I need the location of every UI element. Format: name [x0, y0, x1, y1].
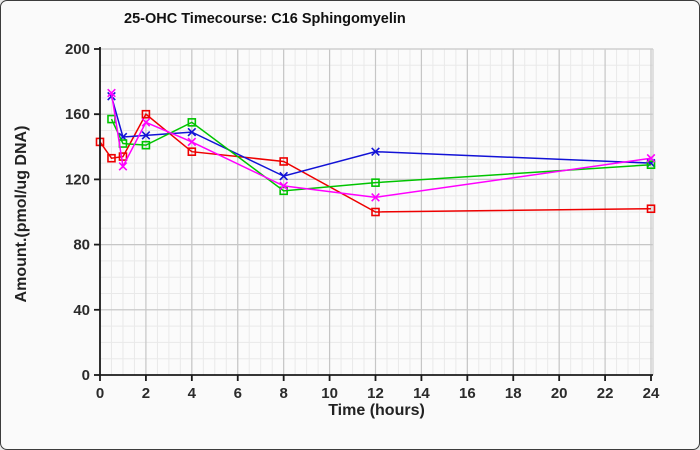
y-tick-label: 80: [73, 237, 90, 254]
x-tick-label: 16: [459, 385, 476, 402]
y-tick-label: 0: [82, 367, 90, 384]
marker-square-red-squares: [141, 109, 151, 119]
marker-square-green-squares: [279, 186, 288, 196]
chart-title: 25-OHC Timecourse: C16 Sphingomyelin: [124, 11, 406, 27]
x-tick-label: 24: [643, 385, 660, 402]
x-tick-label: 10: [321, 385, 338, 402]
x-tick-label: 0: [96, 385, 104, 402]
marker-square-green-squares: [187, 118, 197, 127]
marker-square-red-squares: [118, 152, 128, 161]
x-axis-title: Time (hours): [328, 402, 425, 419]
marker-x-blue-x: [279, 171, 289, 181]
x-tick-label: 22: [597, 385, 614, 402]
y-tick-label: 120: [65, 171, 90, 188]
marker-x-blue-x: [187, 127, 197, 137]
marker-square-green-squares: [646, 160, 656, 170]
x-tick-label: 20: [551, 385, 568, 402]
marker-x-blue-x: [371, 147, 380, 157]
x-tick-label: 8: [279, 385, 287, 402]
marker-square-red-squares: [107, 153, 116, 163]
marker-x-magenta-x: [279, 181, 289, 191]
x-tick-label: 6: [234, 385, 242, 402]
x-tick-label: 12: [367, 385, 384, 402]
marker-square-red-squares: [187, 147, 197, 156]
x-tick-label: 2: [142, 385, 150, 402]
marker-x-magenta-x: [646, 153, 656, 163]
marker-square-red-squares: [646, 204, 656, 214]
marker-square-red-squares: [371, 207, 380, 217]
marker-x-blue-x: [141, 131, 151, 140]
marker-square-red-squares: [279, 157, 288, 166]
x-tick-label: 4: [188, 385, 197, 402]
y-tick-label: 160: [65, 106, 90, 123]
marker-x-magenta-x: [371, 192, 380, 202]
series-line-green-squares: [110, 118, 652, 192]
y-tick-label: 200: [65, 41, 90, 58]
y-tick-label: 40: [73, 302, 90, 319]
x-tick-label: 18: [505, 385, 522, 402]
marker-x-magenta-x: [118, 161, 128, 171]
x-tick-label: 14: [413, 385, 430, 402]
marker-square-green-squares: [371, 178, 380, 187]
marker-x-magenta-x: [141, 117, 151, 127]
marker-x-magenta-x: [187, 137, 197, 147]
marker-x-magenta-x: [107, 88, 116, 98]
marker-square-green-squares: [141, 140, 151, 150]
